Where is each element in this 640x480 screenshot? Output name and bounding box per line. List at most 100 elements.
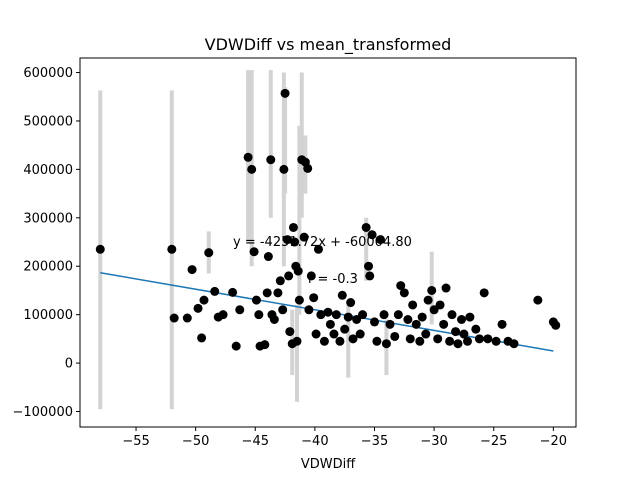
data-point [210, 286, 220, 296]
data-point [463, 336, 472, 346]
data-point [385, 319, 395, 329]
data-point [343, 312, 353, 322]
data-point [279, 164, 289, 174]
data-point [497, 319, 507, 329]
y-tick-label: 200000 [23, 260, 73, 275]
data-point [340, 324, 350, 334]
data-point [337, 290, 347, 300]
data-point [293, 266, 303, 276]
x-tick-label: −40 [301, 434, 328, 449]
data-point [304, 305, 314, 315]
data-point [284, 271, 294, 281]
equation-annotation: y = -4251.72x + -60004.80 [233, 235, 412, 250]
data-point [479, 288, 489, 298]
x-tick-label: −35 [361, 434, 388, 449]
data-point [390, 331, 400, 341]
data-point [323, 307, 333, 317]
y-tick-label: 300000 [23, 211, 73, 226]
x-tick-label: −55 [122, 434, 149, 449]
data-point [260, 340, 270, 350]
data-point [329, 329, 339, 339]
data-point [465, 312, 475, 322]
data-point [263, 252, 273, 262]
data-point [273, 288, 283, 298]
data-point [288, 222, 298, 232]
data-point [348, 334, 358, 344]
data-point [299, 232, 309, 242]
data-point [266, 155, 276, 165]
y-tick-label: 500000 [23, 114, 73, 129]
x-tick-label: −45 [242, 434, 269, 449]
data-point [439, 319, 449, 329]
data-point [262, 288, 272, 298]
data-point [415, 336, 425, 346]
data-point [471, 324, 481, 334]
data-point [405, 334, 415, 344]
data-point [285, 327, 295, 337]
data-point [423, 295, 433, 305]
y-tick-label: 400000 [23, 163, 73, 178]
data-point [445, 336, 455, 346]
data-point [365, 271, 375, 281]
data-point [319, 336, 329, 346]
data-point [533, 295, 543, 305]
data-point [247, 164, 257, 174]
data-point [290, 237, 300, 247]
data-point [331, 310, 341, 320]
data-point [249, 247, 259, 257]
data-point [218, 310, 228, 320]
data-point [417, 312, 427, 322]
data-point [228, 287, 238, 297]
data-point [280, 88, 290, 98]
data-point [235, 305, 245, 315]
data-point [325, 319, 335, 329]
data-point [231, 341, 241, 351]
data-point [182, 313, 192, 323]
data-point [393, 310, 403, 320]
data-point [346, 298, 356, 308]
data-point [352, 314, 362, 324]
x-axis-label: VDWDiff [301, 457, 356, 472]
data-point [364, 261, 374, 271]
data-point [474, 334, 484, 344]
r-annotation: r = -0.3 [308, 272, 358, 287]
data-point [483, 334, 493, 344]
data-point [408, 300, 418, 310]
data-point [251, 295, 261, 305]
y-tick-label: 0 [65, 357, 73, 372]
data-point [243, 152, 253, 162]
data-point [370, 317, 379, 327]
data-point [316, 310, 326, 320]
data-point [199, 295, 209, 305]
data-point [282, 235, 292, 245]
data-point [509, 339, 519, 349]
data-point [278, 305, 288, 315]
plot-area [95, 70, 561, 410]
data-point [435, 300, 445, 310]
data-point [313, 244, 323, 254]
data-point [292, 336, 302, 346]
data-point [193, 303, 203, 313]
y-tick-label: 100000 [23, 308, 73, 323]
data-point [433, 334, 443, 344]
data-point [396, 281, 406, 291]
data-point [294, 295, 304, 305]
data-point [411, 319, 421, 329]
data-point [361, 222, 371, 232]
data-point [95, 244, 105, 254]
data-point [379, 310, 389, 320]
data-point [451, 327, 461, 337]
x-axis: −55 −50 −45 −40 −35 −30 −25 −20 [122, 427, 567, 449]
data-point [427, 285, 437, 295]
x-tick-label: −30 [420, 434, 447, 449]
y-tick-label: 600000 [23, 66, 73, 81]
data-point [447, 310, 457, 320]
x-tick-label: −50 [182, 434, 209, 449]
data-point [403, 314, 413, 324]
data-point [167, 244, 177, 254]
data-point [187, 265, 197, 275]
data-point [204, 248, 214, 258]
data-point [355, 329, 365, 339]
